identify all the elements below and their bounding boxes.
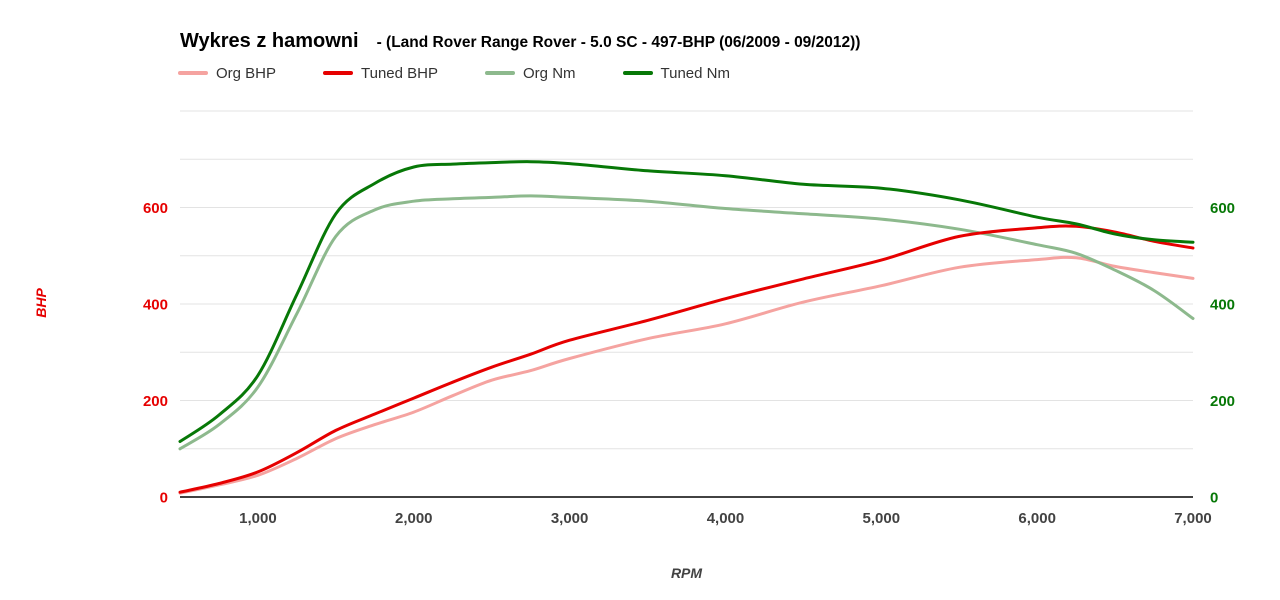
y-left-tick-label: 200 — [143, 393, 168, 410]
legend-label-tuned-bhp: Tuned BHP — [361, 64, 439, 82]
x-tick-label: 4,000 — [707, 510, 745, 527]
legend-label-org-nm: Org Nm — [523, 64, 576, 82]
page-subtitle: - (Land Rover Range Rover - 5.0 SC - 497… — [376, 34, 861, 51]
legend-item-tuned-nm[interactable]: Tuned Nm — [622, 64, 730, 82]
x-tick-label: 1,000 — [239, 510, 277, 527]
x-tick-label: 3,000 — [551, 510, 589, 527]
y-left-tick-label: 0 — [160, 490, 168, 507]
curve-org-bhp — [178, 255, 1195, 495]
legend-item-org-nm[interactable]: Org Nm — [485, 65, 576, 82]
y-axis-label-bhp: BHP — [33, 288, 49, 318]
curve-org-nm — [178, 194, 1195, 451]
x-axis-label-rpm: RPM — [670, 565, 703, 581]
x-tick-label: 5,000 — [863, 510, 901, 527]
x-tick-label: 7,000 — [1174, 510, 1212, 527]
y-right-tick-label: 600 — [1210, 200, 1235, 217]
legend-swatch-tuned-nm — [622, 71, 653, 75]
legend-swatch-tuned-bhp — [323, 71, 354, 75]
y-right-tick-label: 200 — [1210, 393, 1235, 410]
curve-tuned-bhp — [178, 224, 1195, 494]
title-row: Wykres z hamowni - (Land Rover Range Rov… — [180, 30, 860, 53]
curve-tuned-nm — [178, 160, 1195, 443]
legend-swatch-org-bhp — [178, 71, 208, 75]
page-title: Wykres z hamowni — [180, 30, 359, 52]
x-tick-label: 2,000 — [395, 510, 433, 527]
x-tick-label: 6,000 — [1018, 510, 1056, 527]
legend-item-org-bhp[interactable]: Org BHP — [178, 65, 276, 82]
y-left-tick-label: 400 — [143, 297, 168, 314]
y-left-tick-label: 600 — [143, 200, 168, 217]
legend-swatch-org-nm — [485, 71, 516, 75]
legend-label-tuned-nm: Tuned Nm — [660, 64, 730, 82]
legend-item-tuned-bhp[interactable]: Tuned BHP — [323, 65, 438, 82]
legend: Org BHP Tuned BHP Org Nm Tuned Nm — [178, 63, 730, 83]
legend-label-org-bhp: Org BHP — [216, 64, 277, 82]
y-right-tick-label: 0 — [1210, 490, 1218, 507]
y-right-tick-label: 400 — [1210, 297, 1235, 314]
